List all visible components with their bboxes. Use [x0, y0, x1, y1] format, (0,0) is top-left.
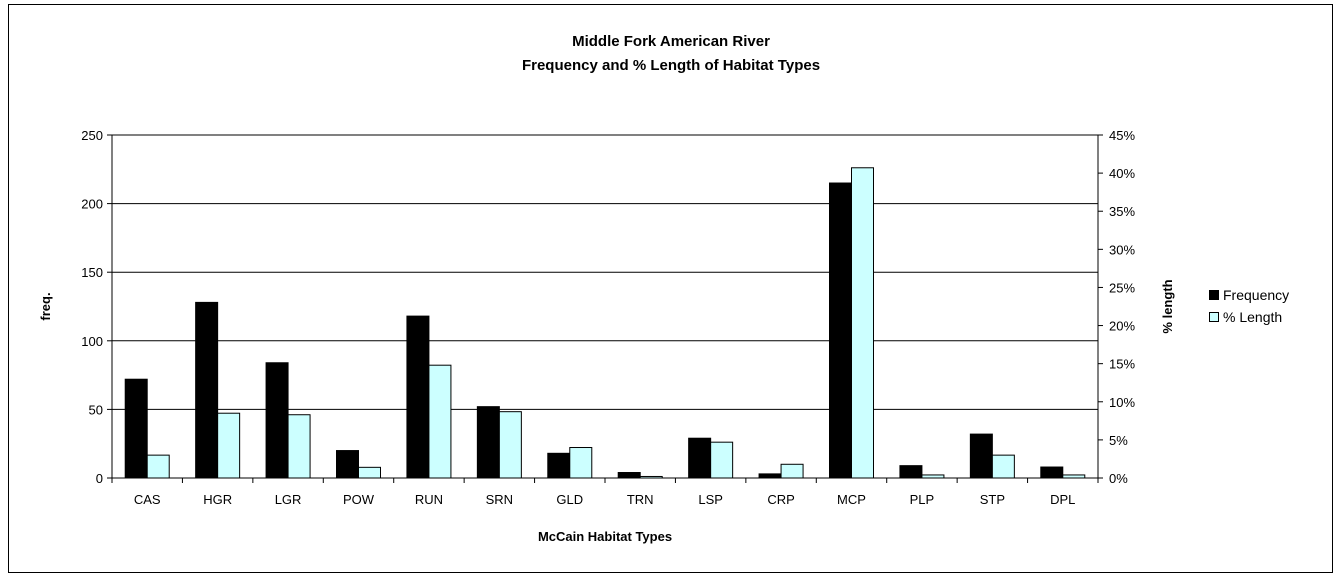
x-tick-label: LSP — [698, 492, 723, 507]
y-tick-label: 200 — [81, 197, 103, 212]
x-tick-label: CAS — [134, 492, 161, 507]
bar-frequency — [829, 182, 852, 479]
bar-length — [358, 466, 381, 479]
bar-length — [569, 447, 593, 479]
bar-length — [710, 441, 734, 479]
x-tick-label: SRN — [486, 492, 513, 507]
x-tick-label: STP — [980, 492, 1005, 507]
bar-frequency — [758, 473, 782, 479]
bar-frequency — [265, 362, 289, 479]
x-tick-label: DPL — [1050, 492, 1075, 507]
y-axis-title: freq. — [38, 292, 53, 320]
bar-length — [851, 167, 874, 479]
y-tick-label: 100 — [81, 334, 103, 349]
x-tick-label: HGR — [203, 492, 232, 507]
x-tick-label: RUN — [415, 492, 443, 507]
bar-length — [217, 412, 241, 479]
y2-tick-label: 40% — [1109, 166, 1135, 181]
x-tick-label: POW — [343, 492, 375, 507]
bar-frequency — [336, 450, 359, 479]
x-tick-label: LGR — [275, 492, 302, 507]
bar-length — [991, 454, 1015, 479]
bar-frequency — [547, 452, 571, 479]
y-tick-label: 150 — [81, 265, 103, 280]
bar-frequency — [1040, 466, 1064, 479]
bar-length — [428, 364, 452, 479]
bar-length — [498, 411, 522, 479]
legend-label-frequency: Frequency — [1223, 287, 1290, 303]
legend-item-length: % Length — [1209, 306, 1289, 328]
legend-swatch-length — [1209, 312, 1219, 322]
y2-tick-label: 30% — [1109, 242, 1135, 257]
bar-frequency — [124, 378, 148, 479]
bar-frequency — [899, 465, 923, 479]
x-tick-label: PLP — [910, 492, 935, 507]
bar-frequency — [688, 437, 712, 479]
chart-title: Middle Fork American River — [572, 33, 770, 50]
bar-frequency — [969, 433, 993, 479]
legend-label-length: % Length — [1223, 309, 1283, 325]
legend-swatch-frequency — [1209, 290, 1219, 300]
y-tick-label: 0 — [96, 471, 103, 486]
bar-frequency — [617, 472, 641, 479]
legend: Frequency % Length — [1209, 284, 1289, 328]
bar-length — [287, 414, 311, 479]
y2-tick-label: 10% — [1109, 395, 1135, 410]
y2-tick-label: 25% — [1109, 280, 1135, 295]
y2-tick-label: 45% — [1109, 128, 1135, 143]
bar-frequency — [476, 406, 500, 479]
y2-axis-title: % length — [1160, 279, 1175, 333]
y2-tick-label: 20% — [1109, 319, 1135, 334]
y-tick-label: 250 — [81, 128, 103, 143]
chart-subtitle: Frequency and % Length of Habitat Types — [521, 57, 821, 74]
x-tick-label: TRN — [627, 492, 654, 507]
bar-frequency — [406, 315, 430, 479]
x-tick-label: GLD — [556, 492, 583, 507]
legend-item-frequency: Frequency — [1209, 284, 1289, 306]
y-tick-label: 50 — [89, 402, 103, 417]
y2-tick-label: 35% — [1109, 204, 1135, 219]
x-tick-label: MCP — [837, 492, 866, 507]
bar-length — [146, 454, 170, 479]
x-axis-title: McCain Habitat Types — [538, 529, 672, 544]
y2-tick-label: 15% — [1109, 357, 1135, 372]
y2-tick-label: 0% — [1109, 471, 1128, 486]
bar-frequency — [195, 301, 219, 479]
x-tick-label: CRP — [767, 492, 794, 507]
bar-length — [780, 463, 804, 479]
y2-tick-label: 5% — [1109, 433, 1128, 448]
